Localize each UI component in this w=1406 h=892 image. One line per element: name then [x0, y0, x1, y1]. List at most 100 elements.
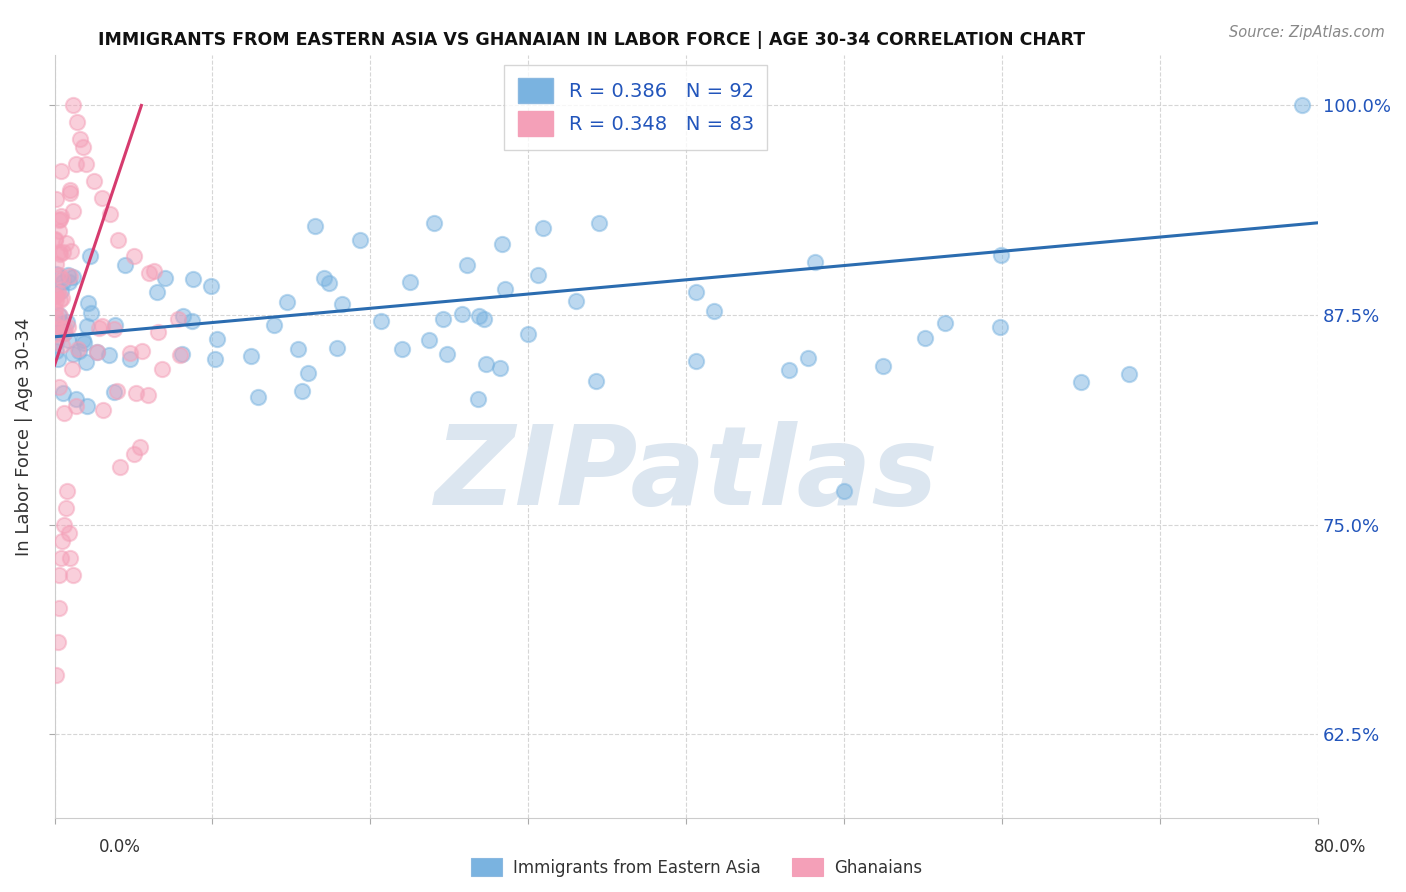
Point — [76, 296, 98, 310]
Point — [872, 359, 894, 373]
Point — [56, 333, 79, 347]
Point — [564, 293, 586, 308]
Point — [90, 191, 112, 205]
Text: ZIPatlas: ZIPatlas — [434, 421, 938, 528]
Point — [326, 341, 349, 355]
Point — [263, 318, 285, 332]
Point — [585, 374, 607, 388]
Point — [167, 312, 190, 326]
Point — [45, 343, 67, 358]
Point — [287, 343, 309, 357]
Point — [205, 333, 228, 347]
Point — [44, 233, 66, 247]
Point — [451, 307, 474, 321]
Point — [52, 326, 75, 340]
Point — [46, 352, 69, 367]
Point — [304, 219, 326, 234]
Point — [53, 322, 76, 336]
Point — [914, 331, 936, 345]
Point — [988, 319, 1011, 334]
Point — [55, 315, 77, 329]
Point — [76, 399, 98, 413]
Point — [48, 380, 70, 394]
Point — [138, 266, 160, 280]
Point — [98, 207, 121, 221]
Point — [122, 447, 145, 461]
Point — [67, 342, 90, 356]
Point — [80, 305, 103, 319]
Point — [330, 296, 353, 310]
Point — [56, 319, 79, 334]
Text: Ghanaians: Ghanaians — [834, 859, 922, 877]
Point — [48, 246, 70, 260]
Point — [65, 392, 87, 406]
Point — [58, 275, 80, 289]
Point — [180, 314, 202, 328]
Point — [45, 310, 67, 324]
Point — [172, 347, 194, 361]
Point — [108, 459, 131, 474]
Point — [104, 318, 127, 333]
Point — [45, 668, 67, 682]
Point — [183, 272, 205, 286]
Point — [934, 316, 956, 330]
Point — [122, 249, 145, 263]
Point — [62, 203, 84, 218]
Point — [685, 354, 707, 368]
Point — [44, 232, 66, 246]
Point — [75, 157, 97, 171]
Point — [45, 325, 67, 339]
Point — [49, 293, 72, 307]
Point — [494, 282, 516, 296]
Point — [491, 237, 513, 252]
Point — [685, 285, 707, 300]
Point — [72, 333, 94, 347]
Point — [44, 289, 66, 303]
Point — [66, 115, 89, 129]
Point — [46, 635, 69, 649]
Point — [146, 325, 169, 339]
Point — [51, 534, 73, 549]
Point — [65, 156, 87, 170]
Point — [432, 312, 454, 326]
Point — [436, 347, 458, 361]
Legend: R = 0.386   N = 92, R = 0.348   N = 83: R = 0.386 N = 92, R = 0.348 N = 83 — [505, 65, 768, 150]
Point — [86, 345, 108, 359]
Point — [131, 343, 153, 358]
Point — [49, 310, 72, 324]
Point — [45, 334, 67, 349]
Point — [48, 245, 70, 260]
Point — [62, 567, 84, 582]
Point — [45, 293, 67, 308]
Point — [59, 186, 82, 200]
Point — [76, 319, 98, 334]
Point — [75, 355, 97, 369]
Point — [48, 321, 70, 335]
Point — [45, 257, 67, 271]
Point — [169, 348, 191, 362]
Point — [797, 351, 820, 365]
Point — [118, 346, 141, 360]
Point — [91, 403, 114, 417]
Y-axis label: In Labor Force | Age 30-34: In Labor Force | Age 30-34 — [15, 318, 32, 556]
Point — [103, 322, 125, 336]
Point — [297, 366, 319, 380]
Point — [531, 220, 554, 235]
Point — [55, 236, 77, 251]
Point — [49, 284, 72, 298]
Point — [114, 258, 136, 272]
Point — [129, 440, 152, 454]
Point — [44, 302, 66, 317]
Point — [73, 335, 96, 350]
Point — [87, 320, 110, 334]
Point — [291, 384, 314, 398]
Point — [52, 326, 75, 341]
Point — [145, 285, 167, 299]
Point — [468, 310, 491, 324]
Point — [90, 318, 112, 333]
Point — [56, 483, 79, 498]
Point — [990, 248, 1012, 262]
Point — [49, 551, 72, 566]
Point — [45, 326, 67, 341]
Point — [349, 233, 371, 247]
